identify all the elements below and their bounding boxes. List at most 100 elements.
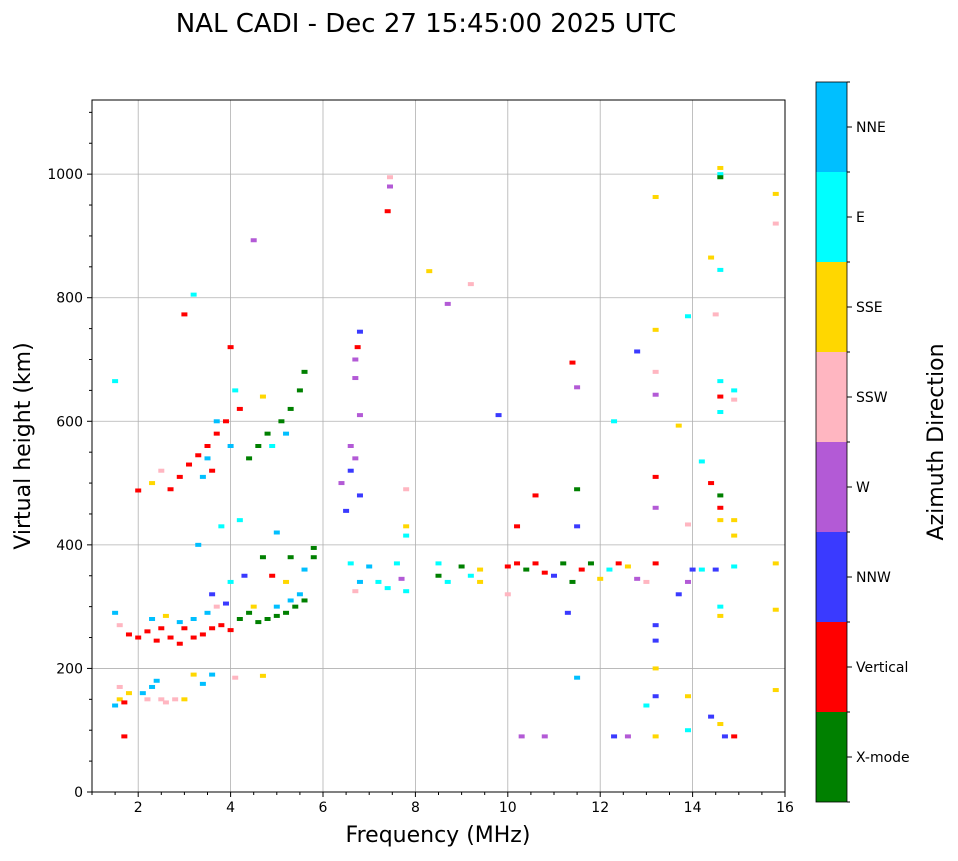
data-point-e xyxy=(347,561,354,566)
data-point-vertical xyxy=(204,444,211,448)
data-point-sse xyxy=(717,518,724,523)
data-point-w xyxy=(352,456,359,461)
data-point-e xyxy=(375,579,382,584)
data-point-x-mode xyxy=(236,617,243,621)
data-point-nne xyxy=(190,617,197,621)
data-point-ssw xyxy=(386,175,393,180)
data-point-nnw xyxy=(634,349,641,354)
data-point-ssw xyxy=(232,675,239,680)
data-point-x-mode xyxy=(717,493,724,498)
data-point-e xyxy=(698,567,705,572)
data-point-ssw xyxy=(643,579,650,584)
colorbar-tick-label: X-mode xyxy=(856,750,910,766)
data-point-x-mode xyxy=(287,406,294,411)
data-point-nnw xyxy=(356,493,363,498)
data-point-ssw xyxy=(684,522,691,527)
data-point-w xyxy=(250,238,257,243)
data-point-x-mode xyxy=(246,456,253,461)
data-point-vertical xyxy=(186,462,193,467)
data-point-sse xyxy=(259,673,266,678)
data-point-x-mode xyxy=(264,431,271,436)
data-point-ssw xyxy=(144,697,151,702)
data-point-e xyxy=(393,561,400,566)
data-point-vertical xyxy=(269,573,276,578)
grid-lines xyxy=(92,100,786,792)
data-point-w xyxy=(574,385,581,390)
data-point-nnw xyxy=(675,592,682,597)
data-point-nne xyxy=(195,542,202,547)
y-tick-label: 600 xyxy=(56,414,83,430)
data-point-sse xyxy=(652,195,659,200)
data-point-w xyxy=(518,734,525,739)
data-point-vertical xyxy=(121,734,128,739)
data-point-sse xyxy=(116,697,123,702)
data-point-vertical xyxy=(354,345,361,350)
colorbar-swatch-ssw xyxy=(816,352,847,442)
data-point-w xyxy=(398,576,405,581)
data-point-sse xyxy=(652,734,659,739)
data-point-nne xyxy=(149,617,156,621)
data-point-vertical xyxy=(144,629,151,634)
data-point-ssw xyxy=(467,282,474,287)
data-point-sse xyxy=(717,165,724,170)
data-point-ssw xyxy=(172,697,179,702)
data-point-e xyxy=(435,561,442,566)
data-point-x-mode xyxy=(259,555,266,560)
data-point-nne xyxy=(273,604,280,609)
data-point-sse xyxy=(731,533,738,538)
data-point-e xyxy=(232,388,239,393)
data-point-nne xyxy=(112,610,119,615)
data-point-w xyxy=(352,357,359,362)
data-point-sse xyxy=(149,481,156,486)
data-point-e xyxy=(403,533,410,538)
data-point-nne xyxy=(153,678,160,683)
data-point-sse xyxy=(675,423,682,428)
data-point-vertical xyxy=(652,561,659,566)
data-point-w xyxy=(652,392,659,397)
data-point-x-mode xyxy=(273,613,280,618)
chart-title: NAL CADI - Dec 27 15:45:00 2025 UTC xyxy=(176,9,676,39)
x-axis-label: Frequency (MHz) xyxy=(346,823,531,848)
data-point-sse xyxy=(259,394,266,399)
data-point-sse xyxy=(652,666,659,671)
data-point-vertical xyxy=(532,493,539,498)
data-point-nne xyxy=(209,672,216,677)
data-point-vertical xyxy=(569,360,576,365)
data-point-nnw xyxy=(347,468,354,473)
data-point-nne xyxy=(149,684,156,689)
data-point-vertical xyxy=(652,474,659,479)
data-point-nne xyxy=(139,691,146,696)
x-tick-label: 6 xyxy=(319,800,328,816)
data-point-w xyxy=(684,579,691,584)
data-point-nnw xyxy=(495,413,502,418)
x-tick-label: 10 xyxy=(499,800,517,816)
data-point-nnw xyxy=(689,567,696,572)
data-point-x-mode xyxy=(569,579,576,584)
data-point-w xyxy=(352,376,359,381)
data-point-nne xyxy=(283,431,290,436)
data-point-e xyxy=(717,604,724,609)
data-point-nne xyxy=(204,610,211,615)
data-point-nnw xyxy=(721,734,728,739)
data-point-w xyxy=(444,301,451,306)
data-point-nnw xyxy=(551,573,557,578)
data-point-sse xyxy=(477,579,484,584)
data-point-nne xyxy=(199,681,206,686)
colorbar-frame xyxy=(815,81,848,803)
data-point-nnw xyxy=(652,623,659,628)
data-point-nnw xyxy=(652,694,659,699)
data-point-vertical xyxy=(199,632,206,637)
data-point-e xyxy=(717,267,724,272)
data-point-e xyxy=(384,586,391,591)
data-point-x-mode xyxy=(296,388,303,393)
y-tick-label: 0 xyxy=(74,785,83,801)
x-tick-label: 4 xyxy=(226,800,235,816)
data-point-nne xyxy=(287,598,294,603)
data-point-x-mode xyxy=(301,369,308,374)
data-point-vertical xyxy=(167,487,174,492)
data-point-nnw xyxy=(611,734,618,739)
data-point-nnw xyxy=(209,592,216,597)
data-point-nnw xyxy=(356,329,363,334)
data-point-vertical xyxy=(181,626,188,631)
